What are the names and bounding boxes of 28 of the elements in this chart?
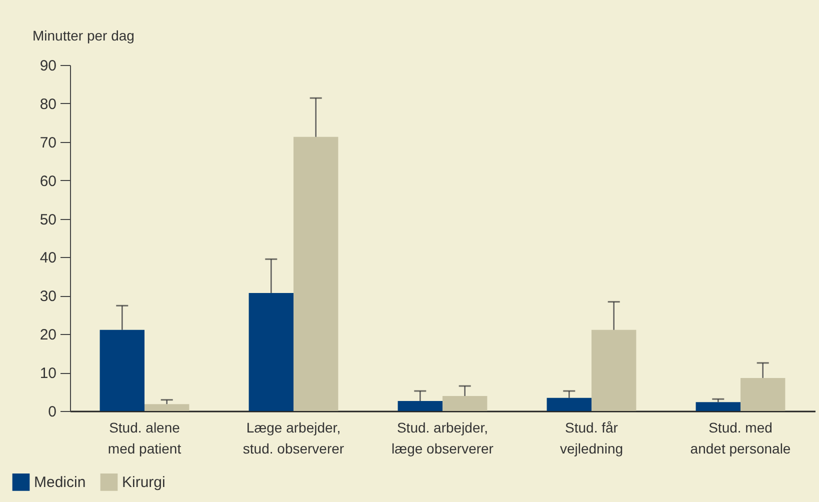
- x-tick-label: Stud. alene med patient: [108, 420, 182, 456]
- legend-label: Kirurgi: [122, 474, 166, 492]
- x-tick-label: Stud. får vejledning: [560, 420, 624, 456]
- y-tick-label: 0: [48, 404, 56, 420]
- x-tick-label: Læge arbejder, stud. observerer: [242, 420, 344, 456]
- bar: [546, 398, 592, 411]
- bar: [100, 330, 144, 411]
- bar: [294, 136, 338, 411]
- bar: [592, 330, 636, 411]
- y-tick-label: 70: [40, 134, 56, 152]
- x-tick-label: Stud. med andet personale: [690, 420, 791, 456]
- bar: [442, 396, 488, 411]
- bar: [696, 402, 740, 411]
- x-tick-label: Stud. arbejder, læge observerer: [392, 420, 494, 456]
- bar: [398, 401, 442, 411]
- y-tick-label: 20: [40, 326, 56, 344]
- y-tick-label: 10: [40, 365, 56, 382]
- y-tick-label: 50: [40, 211, 56, 228]
- y-tick-label: 60: [40, 172, 56, 190]
- bar: [144, 404, 190, 411]
- y-tick-label: 90: [40, 58, 56, 74]
- bar: [740, 378, 786, 411]
- y-tick-label: 40: [40, 250, 56, 267]
- bar: [248, 292, 294, 411]
- y-axis-title: Minutter per dag: [32, 28, 134, 44]
- y-tick-label: 30: [40, 288, 56, 306]
- y-tick-label: 80: [40, 96, 56, 113]
- legend-label: Medicin: [34, 474, 86, 492]
